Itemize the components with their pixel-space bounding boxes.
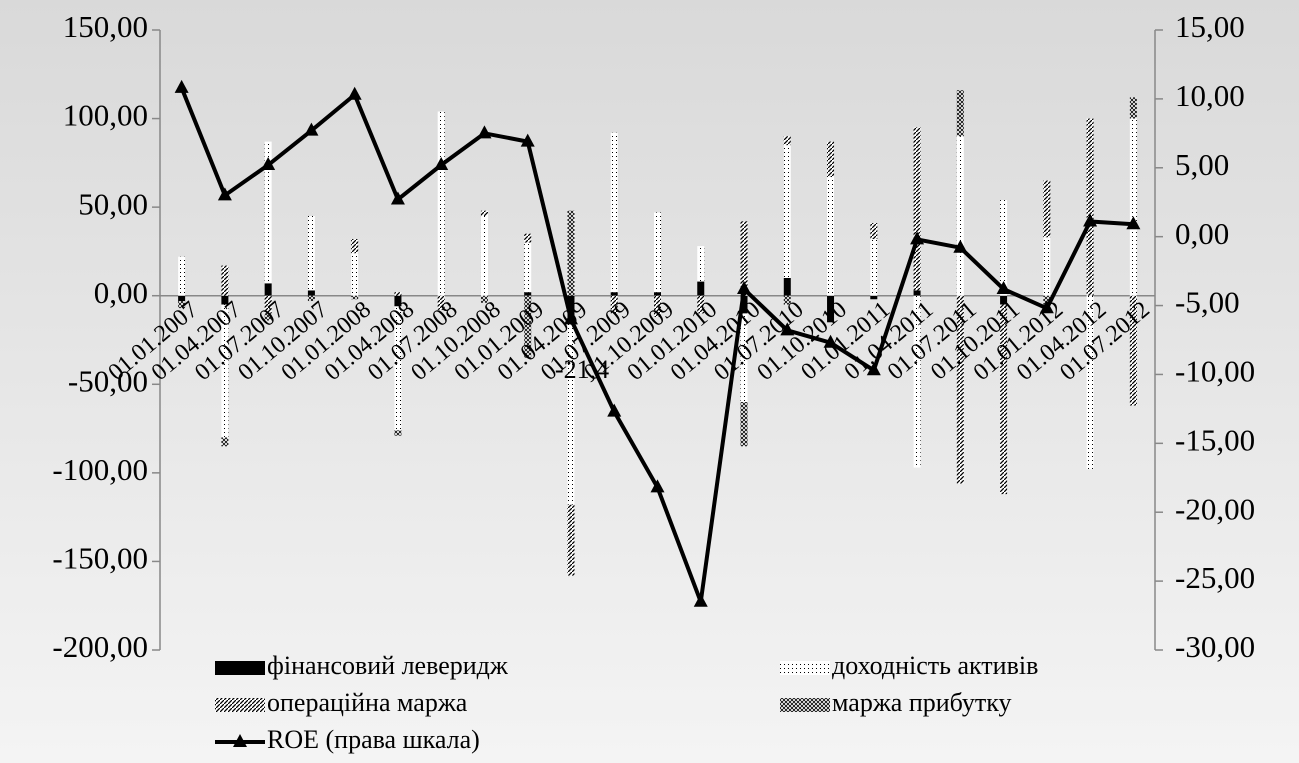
bar-segment	[870, 239, 877, 296]
bar-segment	[178, 257, 185, 296]
y2-tick-label: 0,00	[1175, 216, 1229, 251]
bar-segment	[1043, 181, 1050, 238]
bar-segment	[784, 278, 791, 296]
bar-segment	[524, 234, 531, 243]
y-tick-label: -100,00	[52, 452, 148, 487]
bar-segment	[827, 177, 834, 296]
y2-tick-label: -30,00	[1175, 629, 1255, 664]
bar-segment	[1087, 119, 1094, 296]
bar-segment	[351, 253, 358, 296]
legend-swatch	[780, 661, 830, 675]
bar-segment	[524, 292, 531, 296]
y2-tick-label: -10,00	[1175, 354, 1255, 389]
annotation: -21,4	[555, 355, 609, 384]
legend-label: операційна маржа	[267, 688, 468, 717]
y-tick-label: -150,00	[52, 541, 148, 576]
legend-swatch	[780, 698, 830, 712]
y-tick-label: 100,00	[63, 98, 148, 133]
bar-segment	[741, 402, 748, 446]
legend-swatch	[215, 698, 265, 712]
bar-segment	[351, 239, 358, 253]
bar-segment	[308, 216, 315, 290]
legend-label: доходність активів	[832, 651, 1038, 680]
bar-segment	[697, 282, 704, 296]
y2-tick-label: 5,00	[1175, 147, 1229, 182]
bar-segment	[611, 292, 618, 296]
bar-segment	[1130, 119, 1137, 296]
bar-segment	[308, 290, 315, 295]
bar-segment	[567, 211, 574, 296]
background	[0, 0, 1299, 763]
bar-segment	[697, 246, 704, 281]
bar-segment	[567, 505, 574, 576]
bar-segment	[870, 223, 877, 239]
bar-segment	[914, 290, 921, 295]
y2-tick-label: 15,00	[1175, 9, 1245, 44]
bar-segment	[394, 430, 401, 435]
bar-segment	[438, 111, 445, 295]
bar-segment	[1130, 97, 1137, 118]
y2-tick-label: -15,00	[1175, 422, 1255, 457]
legend-label: ROE (права шкала)	[267, 725, 480, 754]
bar-segment	[524, 243, 531, 293]
y2-tick-label: -20,00	[1175, 491, 1255, 526]
bar-segment	[784, 136, 791, 145]
bar-segment	[221, 437, 228, 446]
bar-segment	[394, 292, 401, 296]
bar-segment	[654, 212, 661, 292]
bar-segment	[827, 142, 834, 177]
y2-tick-label: 10,00	[1175, 78, 1245, 113]
bar-segment	[957, 90, 964, 136]
legend-label: фінансовий леверидж	[267, 651, 509, 680]
y-tick-label: -200,00	[52, 629, 148, 664]
bar-segment	[221, 266, 228, 296]
bar-segment	[481, 216, 488, 296]
bar-segment	[1043, 237, 1050, 295]
bar-segment	[481, 211, 488, 216]
bar-segment	[265, 283, 272, 295]
chart: 150,00100,0050,000,00-50,00-100,00-150,0…	[0, 0, 1299, 763]
bar-segment	[784, 145, 791, 278]
y-tick-label: 50,00	[78, 186, 148, 221]
bar-segment	[957, 136, 964, 295]
legend-label: маржа прибутку	[832, 688, 1012, 717]
y2-tick-label: -5,00	[1175, 285, 1240, 320]
bar-segment	[611, 133, 618, 292]
y2-tick-label: -25,00	[1175, 560, 1255, 595]
bar-segment	[914, 127, 921, 290]
y-tick-label: 0,00	[94, 275, 148, 310]
legend-swatch	[215, 661, 265, 675]
y-tick-label: 150,00	[63, 9, 148, 44]
bar-segment	[654, 292, 661, 296]
